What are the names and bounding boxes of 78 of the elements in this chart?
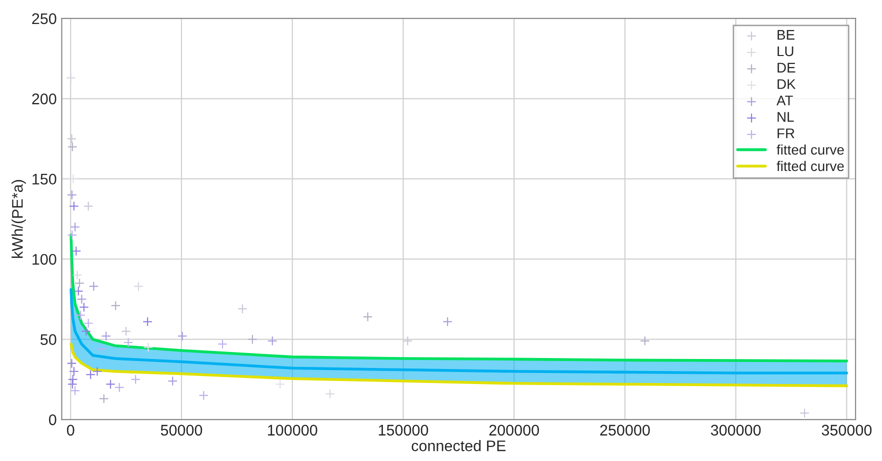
point [68,201,79,212]
x-tick-label: 350000 [822,424,872,436]
point [74,278,84,288]
point [76,294,87,304]
point [83,318,94,328]
line-series [70,234,848,362]
legend-label: AT [776,96,793,106]
point [325,388,335,399]
point [362,312,373,322]
point [67,230,78,240]
point [71,246,82,256]
legend-label: BE [778,30,794,40]
point [218,339,228,350]
point [68,174,78,184]
legend-label: fitted curve [776,160,844,172]
point [70,386,80,396]
line-series [70,288,848,374]
point [66,134,77,144]
point [110,300,121,311]
line-series [70,342,848,388]
point [143,342,154,352]
point [67,379,78,390]
point [130,374,141,384]
point [83,201,94,212]
point [177,331,188,342]
point [68,366,79,376]
x-tick-label: 300000 [710,424,761,436]
point [76,310,86,320]
legend-label: NL [778,112,794,122]
point [168,376,178,386]
x-tick-label: 150000 [378,424,428,436]
y-tick-label: 200 [32,94,56,104]
point [114,382,124,392]
point [121,326,131,336]
x-axis-title: connected PE [412,440,506,452]
point [800,408,810,418]
point [640,336,650,346]
y-tick-label: 0 [48,414,56,426]
y-tick-label: 250 [32,13,56,24]
point [81,326,92,336]
point [123,338,134,348]
x-tick-label: 50000 [160,424,202,436]
x-tick-label: 250000 [600,424,650,436]
point [238,304,248,314]
x-tick-label: 100000 [268,424,318,436]
point [106,379,116,390]
legend-label: LU [778,46,794,56]
point [402,336,413,346]
y-axis-title: kWh/(PE*a) [12,180,26,258]
point [67,142,78,152]
point [275,379,286,390]
point [134,281,144,292]
point [72,270,82,280]
y-tick-label: 150 [32,174,56,185]
legend-label: DE [778,62,796,72]
point [198,390,209,400]
point [98,394,109,404]
point [142,316,152,327]
x-tick-label: 200000 [489,424,539,436]
point [442,316,452,327]
point [247,334,258,344]
point [101,331,112,342]
point [66,190,77,200]
x-tick-label: 0 [66,424,74,436]
point [66,72,76,83]
y-tick-label: 100 [32,254,56,265]
point [66,358,77,368]
point [68,374,78,384]
point [88,281,99,292]
point [73,286,84,296]
point [267,336,278,346]
point [96,344,107,354]
legend-label: DK [778,79,796,89]
point [70,222,80,232]
legend-label: FR [778,128,794,138]
legend-label: fitted curve [776,144,844,155]
y-tick-label: 50 [40,334,56,345]
point [78,302,89,312]
